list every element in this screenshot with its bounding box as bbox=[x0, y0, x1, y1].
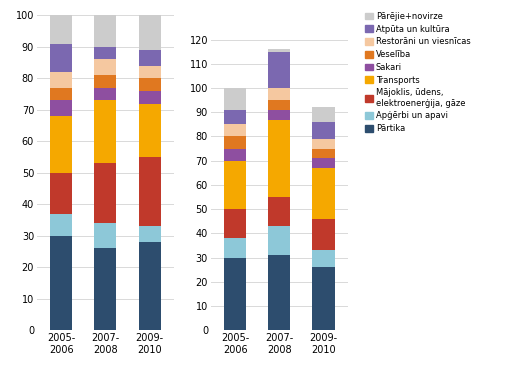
Bar bbox=[224, 136, 246, 149]
Bar bbox=[139, 242, 161, 330]
Bar bbox=[94, 100, 116, 163]
Bar bbox=[313, 122, 335, 139]
Bar bbox=[313, 139, 335, 149]
Bar bbox=[313, 149, 335, 158]
Bar bbox=[313, 168, 335, 219]
Bar bbox=[50, 44, 72, 72]
Bar bbox=[224, 110, 246, 124]
Bar bbox=[94, 223, 116, 248]
Bar bbox=[94, 75, 116, 88]
Bar bbox=[313, 267, 335, 330]
Bar bbox=[94, 248, 116, 330]
Bar bbox=[139, 91, 161, 104]
Bar bbox=[139, 15, 161, 50]
Legend: Pārējie+novirze, Atpūta un kultūra, Restorāni un viesnīcas, Veselība, Sakari, Tr: Pārējie+novirze, Atpūta un kultūra, Rest… bbox=[365, 12, 471, 133]
Bar bbox=[224, 258, 246, 330]
Bar bbox=[268, 255, 290, 330]
Bar bbox=[268, 119, 290, 197]
Bar bbox=[224, 209, 246, 238]
Bar bbox=[94, 88, 116, 100]
Bar bbox=[50, 100, 72, 116]
Bar bbox=[139, 78, 161, 91]
Bar bbox=[50, 88, 72, 100]
Bar bbox=[139, 157, 161, 226]
Bar bbox=[268, 226, 290, 255]
Bar bbox=[224, 149, 246, 161]
Bar bbox=[268, 88, 290, 100]
Bar bbox=[94, 47, 116, 60]
Bar bbox=[94, 163, 116, 223]
Bar bbox=[268, 110, 290, 119]
Bar bbox=[224, 88, 246, 110]
Bar bbox=[50, 72, 72, 88]
Bar bbox=[139, 226, 161, 242]
Bar bbox=[50, 214, 72, 236]
Bar bbox=[139, 104, 161, 157]
Bar bbox=[313, 219, 335, 250]
Bar bbox=[268, 52, 290, 88]
Bar bbox=[94, 15, 116, 47]
Bar bbox=[224, 124, 246, 136]
Bar bbox=[313, 250, 335, 267]
Bar bbox=[94, 60, 116, 75]
Bar bbox=[50, 15, 72, 44]
Bar bbox=[313, 108, 335, 122]
Bar bbox=[268, 49, 290, 52]
Bar bbox=[268, 197, 290, 226]
Bar bbox=[50, 116, 72, 173]
Bar bbox=[50, 236, 72, 330]
Bar bbox=[224, 238, 246, 258]
Bar bbox=[139, 50, 161, 66]
Bar bbox=[50, 173, 72, 214]
Bar bbox=[224, 161, 246, 209]
Bar bbox=[139, 66, 161, 78]
Bar bbox=[313, 158, 335, 168]
Bar bbox=[268, 100, 290, 110]
